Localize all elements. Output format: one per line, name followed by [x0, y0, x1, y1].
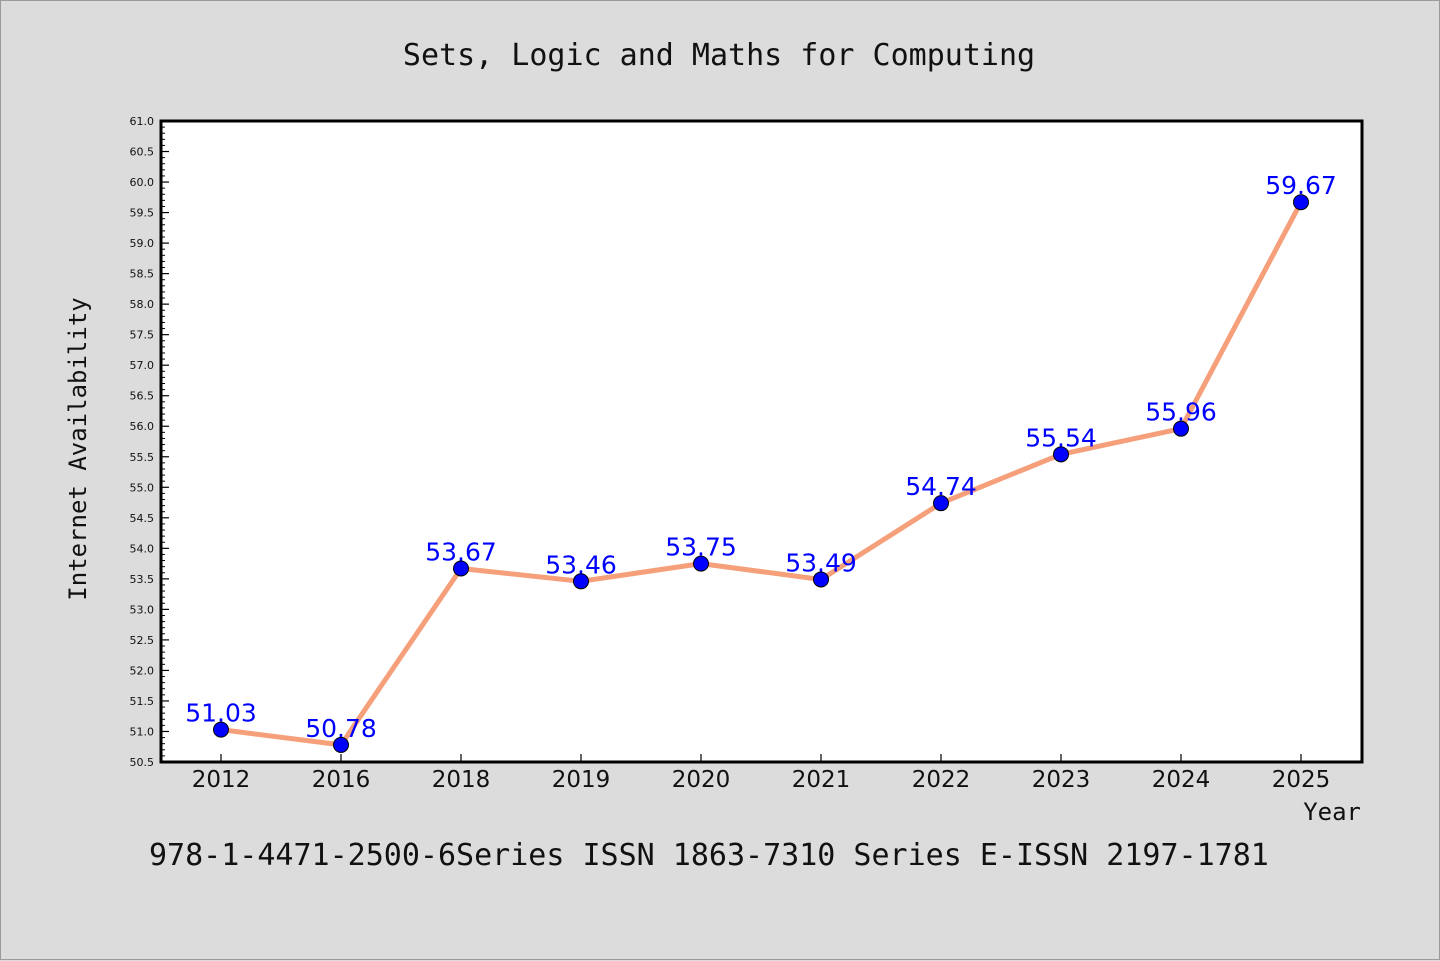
x-tick-label: 2025 — [1272, 767, 1331, 793]
data-label: 51.03 — [185, 699, 257, 728]
data-point-marker — [1293, 194, 1309, 211]
x-axis: 2012 2016 2018 2019 2020 2021 2022 2023 2024 2025 — [192, 754, 1331, 793]
y-tick-label: 55.5 — [130, 451, 155, 464]
y-tick-label: 61.0 — [130, 115, 155, 128]
data-label-group: 51.03 50.78 53.67 53.46 53.75 53.49 54.74 55.54… — [185, 171, 1337, 743]
x-tick-label: 2021 — [792, 767, 851, 793]
data-label: 50.78 — [305, 714, 377, 743]
x-tick-label: 2023 — [1032, 767, 1091, 793]
y-tick-label: 56.5 — [130, 390, 155, 403]
y-tick-label: 60.0 — [130, 176, 155, 189]
data-point-marker — [933, 495, 949, 512]
y-tick-label: 52.5 — [130, 634, 155, 647]
x-tick-label: 2019 — [552, 767, 611, 793]
data-point-marker — [693, 555, 709, 572]
x-tick-label: 2012 — [192, 767, 251, 793]
y-tick-label: 58.0 — [130, 298, 155, 311]
y-tick-label: 58.5 — [130, 268, 155, 281]
y-tick-label: 57.0 — [130, 359, 155, 372]
x-tick-label: 2016 — [312, 767, 371, 793]
y-tick-label: 57.5 — [130, 329, 155, 342]
data-point-marker — [813, 571, 829, 588]
y-tick-label: 55.0 — [130, 481, 155, 494]
data-point-marker — [333, 736, 349, 753]
data-point-marker — [213, 721, 229, 738]
y-tick-label: 54.5 — [130, 512, 155, 525]
chart-title: Sets, Logic and Maths for Computing — [403, 38, 1035, 73]
data-point-marker — [573, 573, 589, 590]
data-label: 53.67 — [425, 537, 497, 566]
y-tick-label: 53.0 — [130, 603, 155, 616]
data-label: 54.74 — [905, 472, 977, 501]
marker-group — [213, 194, 1309, 753]
data-label: 55.96 — [1145, 398, 1217, 427]
data-label: 53.75 — [665, 533, 737, 562]
x-tick-label: 2018 — [432, 767, 491, 793]
y-tick-label: 60.5 — [130, 146, 155, 159]
data-label: 59.67 — [1265, 171, 1337, 200]
data-label: 55.54 — [1025, 423, 1097, 452]
y-tick-label: 54.0 — [130, 542, 155, 555]
footer-identifiers: 978-1-4471-2500-6Series ISSN 1863-7310 S… — [149, 838, 1269, 873]
x-tick-label: 2024 — [1152, 767, 1211, 793]
y-tick-label: 51.5 — [130, 695, 155, 708]
series-line-group — [218, 199, 1304, 748]
data-label: 53.46 — [545, 550, 617, 579]
plot-area — [159, 119, 1364, 764]
x-tick-label: 2020 — [672, 767, 731, 793]
y-tick-label: 52.0 — [130, 664, 155, 677]
y-axis-label: Internet Availability — [64, 297, 92, 600]
data-point-marker — [453, 560, 469, 577]
y-tick-label: 50.5 — [130, 756, 155, 769]
y-tick-label: 53.5 — [130, 573, 155, 586]
y-tick-label: 56.0 — [130, 420, 155, 433]
y-tick-label: 59.0 — [130, 237, 155, 250]
y-tick-label: 59.5 — [130, 207, 155, 220]
x-tick-label: 2022 — [912, 767, 971, 793]
x-axis-label: Year — [1303, 798, 1361, 826]
data-label: 53.49 — [785, 548, 857, 577]
y-tick-label: 51.0 — [130, 725, 155, 738]
y-axis: 50.5 51.0 51.5 52.0 52.5 53.0 53.5 54.0 54.5 55.0… — [130, 115, 169, 769]
series-line — [218, 199, 1304, 748]
data-point-marker — [1173, 420, 1189, 437]
data-point-marker — [1053, 446, 1069, 463]
